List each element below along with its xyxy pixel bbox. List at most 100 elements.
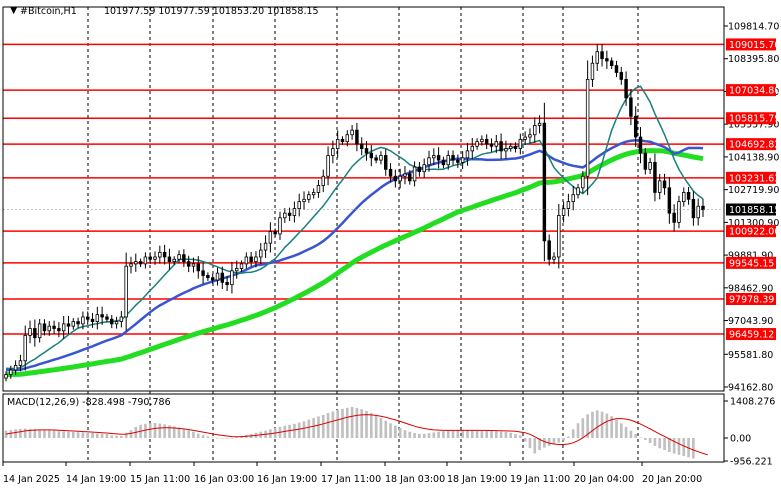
macd-bar — [456, 429, 460, 438]
macd-bar — [120, 435, 123, 438]
macd-panel-frame — [2, 393, 725, 463]
candle-body — [23, 335, 27, 362]
price-axis: 109814.70108395.80106976.90105557.901041… — [3, 22, 780, 394]
level-label: 107034.80 — [729, 86, 780, 97]
candle-body — [33, 328, 37, 339]
candle-body — [263, 242, 268, 251]
macd-bar — [105, 434, 109, 438]
candle — [345, 130, 350, 147]
level-label: 109015.70 — [729, 40, 780, 51]
candle — [701, 198, 705, 218]
candle — [576, 183, 580, 199]
candle-body — [436, 155, 441, 161]
candle-body — [581, 175, 585, 189]
macd-bar — [81, 432, 85, 438]
candle — [691, 191, 696, 226]
candle-body — [460, 157, 465, 163]
candle — [590, 55, 595, 87]
macd-bar — [413, 433, 416, 438]
macd-bar — [605, 413, 609, 438]
candle — [316, 180, 321, 198]
candle-body — [441, 159, 446, 166]
candle-body — [489, 143, 494, 147]
candle — [393, 169, 398, 188]
candle — [230, 261, 234, 294]
candle — [124, 252, 128, 331]
level-label: 104692.82 — [729, 140, 780, 151]
price-tick-label: 99881.90 — [728, 251, 773, 262]
candle — [686, 186, 691, 205]
macd-bar — [341, 408, 344, 438]
macd-bar — [600, 411, 604, 438]
candle — [326, 146, 330, 186]
macd-bar — [466, 429, 469, 438]
candle-body — [283, 212, 287, 219]
macd-panel: MACD(12,26,9) -828.498 -790.786 1408.276 0… — [4, 397, 775, 468]
candle — [331, 140, 335, 164]
macd-bar — [321, 414, 325, 438]
candle — [605, 50, 609, 69]
time-tick-label: 16 Jan 19:00 — [257, 474, 317, 485]
macd-bar — [168, 425, 171, 438]
candle-body — [633, 115, 638, 138]
candle-body — [148, 256, 152, 260]
candle-body — [547, 240, 551, 260]
candle-body — [297, 201, 301, 209]
macd-bar — [312, 418, 315, 438]
candle-body — [110, 318, 114, 325]
candle-body — [71, 321, 76, 327]
candle — [95, 306, 100, 330]
macd-bar — [216, 437, 219, 439]
macd-bar — [403, 430, 407, 438]
level-label: 99545.15 — [729, 258, 774, 269]
candle-body — [350, 129, 354, 136]
candle-body — [268, 231, 273, 244]
macd-bar — [129, 430, 133, 438]
candle — [441, 156, 446, 169]
macd-bar — [297, 422, 301, 438]
candle-body — [57, 328, 61, 332]
candle — [518, 133, 523, 155]
candle — [451, 150, 455, 166]
candle-body — [451, 155, 455, 161]
candle-body — [273, 231, 277, 235]
grid — [87, 7, 639, 462]
macd-bar — [663, 438, 666, 451]
candle-body — [566, 201, 571, 209]
candle — [225, 276, 229, 292]
time-tick-label: 20 Jan 20:00 — [642, 474, 702, 485]
macd-bar — [293, 423, 296, 438]
candle — [600, 43, 604, 67]
candle — [143, 252, 148, 269]
candle — [412, 161, 417, 187]
macd-tick-label: -956.221 — [730, 457, 773, 468]
candle-body — [446, 155, 450, 166]
candle-body — [542, 122, 547, 242]
candle — [66, 315, 71, 335]
level-lines — [3, 43, 724, 335]
candle — [561, 201, 566, 223]
candle-body — [129, 263, 133, 267]
macd-bar — [437, 431, 440, 438]
candle-body — [95, 314, 100, 322]
candle-body — [119, 316, 124, 322]
macd-bar — [470, 429, 474, 438]
candle-body — [61, 323, 66, 332]
candle — [489, 138, 494, 152]
level-label-box — [726, 328, 776, 341]
candle — [364, 141, 369, 161]
macd-bar — [519, 435, 522, 438]
header-ohlc: 101977.59 101977.59 101853.20 101858.15 — [104, 6, 319, 17]
candle — [542, 102, 547, 262]
macd-bar — [317, 416, 320, 438]
candle — [585, 60, 590, 196]
candle-body — [100, 314, 104, 318]
candle-body — [359, 143, 364, 149]
macd-bar — [370, 413, 373, 438]
header-symbol: #Bitcoin,H1 — [20, 6, 77, 17]
macd-bar — [552, 438, 556, 445]
macd-bar — [124, 432, 128, 438]
candle-body — [225, 281, 229, 286]
candle — [633, 106, 638, 147]
macd-bar — [634, 434, 638, 438]
